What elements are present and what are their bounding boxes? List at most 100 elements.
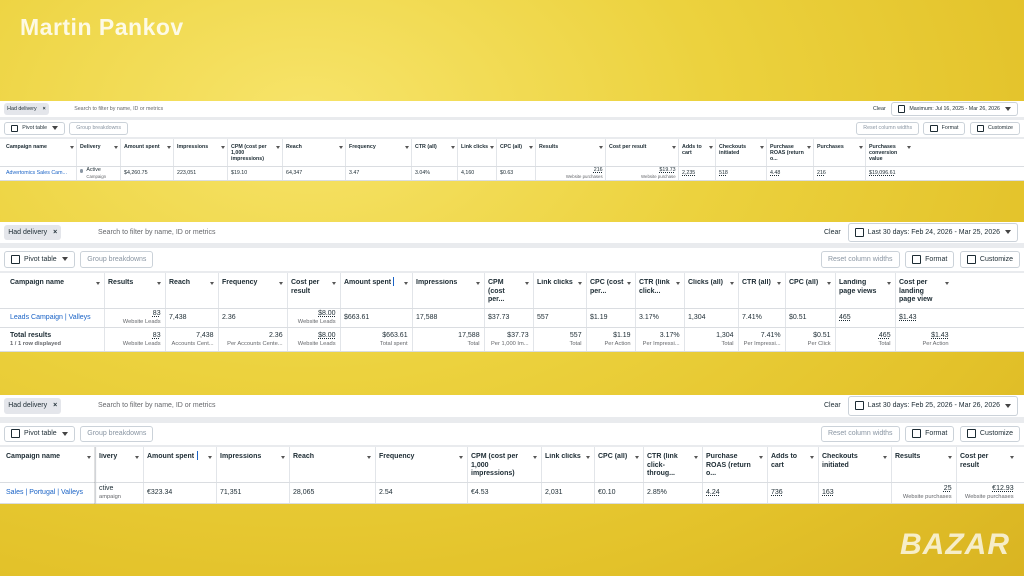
column-menu[interactable]	[599, 145, 604, 149]
column-header[interactable]: CPC (all)	[598, 453, 628, 461]
column-header[interactable]: Impressions	[416, 279, 458, 287]
column-header[interactable]: Impressions	[177, 143, 209, 150]
search-placeholder[interactable]: Search to filter by name, ID or metrics	[98, 229, 216, 236]
customize-button[interactable]: Customize	[959, 425, 1020, 443]
column-header[interactable]: livery	[99, 453, 118, 461]
group-breakdowns-button[interactable]: Group breakdowns	[80, 250, 154, 269]
column-header[interactable]: CPC (all)	[789, 279, 819, 287]
reset-columns-button[interactable]: Reset column widths	[820, 250, 900, 269]
column-menu[interactable]	[907, 145, 912, 149]
column-header[interactable]: Purchases	[817, 143, 844, 150]
column-header[interactable]: Impressions	[220, 453, 262, 461]
column-header[interactable]: Adds to cart	[771, 453, 798, 469]
column-menu[interactable]	[529, 145, 534, 149]
customize-button[interactable]: Customize	[959, 250, 1020, 269]
column-menu[interactable]	[221, 145, 226, 149]
column-menu[interactable]	[405, 145, 410, 149]
column-menu[interactable]	[95, 282, 100, 286]
column-header[interactable]: Link clicks	[545, 453, 581, 461]
cell-value[interactable]: Sales | Portugal | Valleys	[6, 488, 84, 496]
column-menu[interactable]	[451, 145, 456, 149]
column-header[interactable]: Link clicks	[461, 143, 489, 150]
cell-value[interactable]: Advertomics Sales Cam...	[6, 170, 67, 177]
column-header[interactable]: Campaign name	[10, 279, 65, 287]
filter-chip[interactable]: Had delivery	[4, 103, 49, 115]
clear-button[interactable]: Clear	[823, 228, 841, 236]
pivot-table-button[interactable]: Pivot table	[4, 425, 75, 443]
column-header[interactable]: Landing page views	[839, 279, 877, 295]
group-breakdowns-button[interactable]: Group breakdowns	[80, 425, 154, 443]
column-header[interactable]: CPM (cost per 1,000 impressions)	[471, 453, 519, 478]
column-header[interactable]: Purchase ROAS (return o...	[770, 143, 804, 163]
column-menu[interactable]	[693, 456, 698, 460]
column-header[interactable]: Reach	[286, 143, 302, 150]
customize-button[interactable]: Customize	[969, 122, 1020, 135]
format-button[interactable]: Format	[905, 250, 955, 269]
column-menu[interactable]	[776, 282, 781, 286]
column-menu[interactable]	[882, 456, 887, 460]
format-button[interactable]: Format	[923, 122, 966, 135]
column-menu[interactable]	[947, 456, 952, 460]
column-header[interactable]: CPM (cost per...	[488, 279, 505, 304]
filter-chip[interactable]: Had delivery	[4, 225, 62, 240]
column-header[interactable]: Frequency	[379, 453, 415, 461]
date-picker[interactable]: Last 30 days: Feb 25, 2026 - Mar 26, 202…	[847, 396, 1018, 416]
column-header[interactable]: CTR (link click-throug...	[647, 453, 678, 478]
column-header[interactable]: Campaign name	[6, 453, 61, 461]
column-header[interactable]: Campaign name	[6, 143, 47, 150]
column-menu[interactable]	[207, 456, 212, 460]
column-header[interactable]: Amount spent	[344, 279, 392, 287]
date-picker[interactable]: Last 30 days: Feb 24, 2026 - Mar 25, 202…	[847, 223, 1018, 242]
column-menu[interactable]	[280, 456, 285, 460]
reset-columns-button[interactable]: Reset column widths	[856, 122, 920, 135]
date-picker[interactable]: Maximum: Jul 16, 2025 - Mar 26, 2026	[891, 101, 1018, 117]
group-breakdowns-button[interactable]: Group breakdowns	[69, 122, 129, 135]
column-menu[interactable]	[278, 282, 283, 286]
column-menu[interactable]	[675, 282, 680, 286]
column-menu[interactable]	[70, 145, 75, 149]
column-menu[interactable]	[458, 456, 463, 460]
pivot-table-button[interactable]: Pivot table	[4, 122, 66, 135]
column-menu[interactable]	[86, 456, 91, 460]
column-menu[interactable]	[475, 282, 480, 286]
column-header[interactable]: CPM (cost per 1,000 impressions)	[231, 143, 267, 163]
column-header[interactable]: Cost per result	[291, 279, 320, 295]
pivot-table-button[interactable]: Pivot table	[4, 250, 75, 269]
column-header[interactable]: Frequency	[222, 279, 258, 287]
column-menu[interactable]	[626, 282, 631, 286]
column-menu[interactable]	[114, 145, 119, 149]
column-header[interactable]: CTR (all)	[742, 279, 771, 287]
column-menu[interactable]	[403, 282, 408, 286]
column-menu[interactable]	[672, 145, 677, 149]
column-header[interactable]: Reach	[293, 453, 315, 461]
column-header[interactable]: CPC (cost per...	[590, 279, 624, 295]
column-menu[interactable]	[366, 456, 371, 460]
column-header[interactable]: Cost per landing page view	[899, 279, 933, 304]
column-menu[interactable]	[809, 456, 814, 460]
column-menu[interactable]	[156, 282, 161, 286]
reset-columns-button[interactable]: Reset column widths	[820, 425, 900, 443]
column-header[interactable]: Checkouts initiated	[719, 143, 747, 157]
column-header[interactable]: Results	[539, 143, 559, 150]
column-header[interactable]: Results	[895, 453, 921, 461]
column-menu[interactable]	[524, 282, 529, 286]
column-header[interactable]: Reach	[169, 279, 191, 287]
column-header[interactable]: Purchases conversion value	[869, 143, 898, 163]
column-menu[interactable]	[339, 145, 344, 149]
column-menu[interactable]	[276, 145, 281, 149]
column-menu[interactable]	[886, 282, 891, 286]
column-menu[interactable]	[490, 145, 495, 149]
column-header[interactable]: CPC (all)	[500, 143, 523, 150]
column-header[interactable]: Purchase ROAS (return o...	[706, 453, 751, 478]
column-menu[interactable]	[585, 456, 590, 460]
search-placeholder[interactable]: Search to filter by name, ID or metrics	[74, 106, 164, 112]
column-menu[interactable]	[760, 145, 765, 149]
column-header[interactable]: Cost per result	[609, 143, 647, 150]
column-menu[interactable]	[134, 456, 139, 460]
column-header[interactable]: CTR (all)	[415, 143, 437, 150]
column-menu[interactable]	[709, 145, 714, 149]
column-menu[interactable]	[729, 282, 734, 286]
column-header[interactable]: Results	[108, 279, 134, 287]
search-placeholder[interactable]: Search to filter by name, ID or metrics	[98, 402, 216, 409]
column-menu[interactable]	[758, 456, 763, 460]
